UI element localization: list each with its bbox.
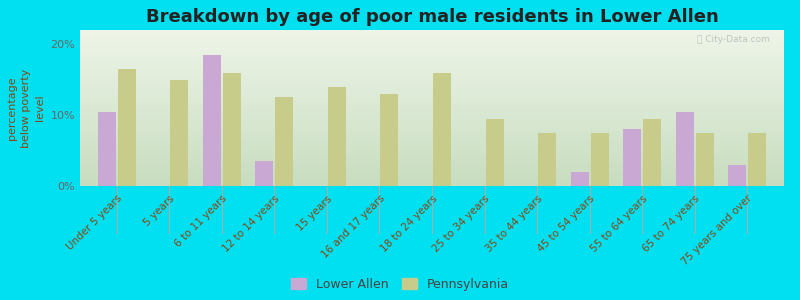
Bar xyxy=(275,98,294,186)
Text: 5 years: 5 years xyxy=(142,194,176,228)
Bar xyxy=(590,133,609,186)
Bar xyxy=(433,73,451,186)
Bar xyxy=(623,129,641,186)
Bar xyxy=(98,112,116,186)
Bar xyxy=(728,165,746,186)
Text: 65 to 74 years: 65 to 74 years xyxy=(642,194,702,254)
Bar xyxy=(643,118,661,186)
Text: 12 to 14 years: 12 to 14 years xyxy=(221,194,282,254)
Text: 15 years: 15 years xyxy=(295,194,334,232)
Y-axis label: percentage
below poverty
level: percentage below poverty level xyxy=(7,68,45,148)
Bar xyxy=(748,133,766,186)
Legend: Lower Allen, Pennsylvania: Lower Allen, Pennsylvania xyxy=(291,278,509,291)
Text: 6 to 11 years: 6 to 11 years xyxy=(173,194,229,249)
Text: 18 to 24 years: 18 to 24 years xyxy=(378,194,439,254)
Bar xyxy=(570,172,589,186)
Bar xyxy=(676,112,694,186)
Text: Under 5 years: Under 5 years xyxy=(65,194,124,253)
Text: ⓘ City-Data.com: ⓘ City-Data.com xyxy=(697,35,770,44)
Bar xyxy=(255,161,274,186)
Text: 45 to 54 years: 45 to 54 years xyxy=(536,194,597,254)
Text: 55 to 64 years: 55 to 64 years xyxy=(589,194,650,254)
Bar xyxy=(486,118,503,186)
Bar xyxy=(118,69,136,186)
Text: 25 to 34 years: 25 to 34 years xyxy=(431,194,492,254)
Bar xyxy=(696,133,714,186)
Bar xyxy=(538,133,556,186)
Bar xyxy=(170,80,188,186)
Bar xyxy=(381,94,398,186)
Bar xyxy=(203,55,221,186)
Text: 16 and 17 years: 16 and 17 years xyxy=(320,194,386,260)
Bar xyxy=(223,73,241,186)
Bar xyxy=(328,87,346,186)
Title: Breakdown by age of poor male residents in Lower Allen: Breakdown by age of poor male residents … xyxy=(146,8,718,26)
Text: 35 to 44 years: 35 to 44 years xyxy=(484,194,544,254)
Text: 75 years and over: 75 years and over xyxy=(680,194,754,268)
